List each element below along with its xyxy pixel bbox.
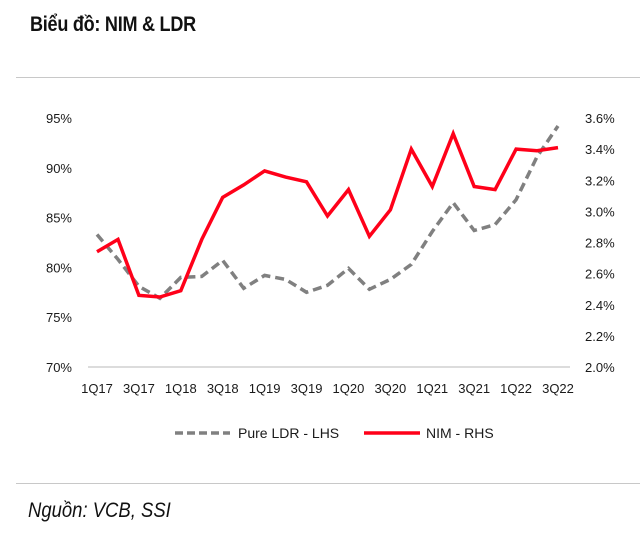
right-tick-label: 2.2% [585,329,615,344]
right-tick-label: 2.6% [585,267,615,282]
x-tick-label: 1Q17 [81,381,113,396]
right-tick-label: 2.8% [585,236,615,251]
x-tick-label: 3Q18 [207,381,239,396]
right-tick-label: 3.0% [585,204,615,219]
source-note: Nguồn: VCB, SSI [28,499,171,522]
x-tick-label: 3Q21 [458,381,490,396]
right-tick-label: 3.6% [585,111,615,126]
x-tick-label: 3Q22 [542,381,574,396]
x-tick-label: 3Q20 [374,381,406,396]
left-tick-label: 80% [46,260,72,275]
left-axis: 70% 75% 80% 85% 90% 95% [46,111,72,375]
right-tick-label: 3.4% [585,142,615,157]
ldr-series-line [95,125,560,301]
nim-ldr-chart: 70% 75% 80% 85% 90% 95% 2.0% 2.2% 2.4% 2.6% 2.8% 3… [46,111,615,441]
x-tick-label: 3Q17 [123,381,155,396]
left-tick-label: 85% [46,211,72,226]
nim-series-line [96,128,559,299]
x-tick-label: 3Q19 [291,381,323,396]
right-tick-label: 2.4% [585,298,615,313]
left-tick-label: 95% [46,111,72,126]
legend-nim-label: NIM - RHS [426,425,494,441]
right-axis: 2.0% 2.2% 2.4% 2.6% 2.8% 3.0% 3.2% 3.4% 3.6% [585,111,615,375]
x-axis: 1Q17 3Q17 1Q18 3Q18 1Q19 3Q19 1Q20 3Q20 1Q21 3Q21… [81,381,574,396]
chart-title: Biểu đồ: NIM & LDR [30,13,196,36]
right-tick-label: 3.2% [585,173,615,188]
left-tick-label: 75% [46,310,72,325]
legend: Pure LDR - LHS NIM - RHS [175,425,494,441]
x-tick-label: 1Q22 [500,381,532,396]
left-tick-label: 90% [46,161,72,176]
x-tick-label: 1Q21 [416,381,448,396]
top-divider [16,77,640,78]
x-tick-label: 1Q19 [249,381,281,396]
legend-ldr-label: Pure LDR - LHS [238,425,339,441]
bottom-divider [16,483,640,484]
right-tick-label: 2.0% [585,360,615,375]
left-tick-label: 70% [46,360,72,375]
x-tick-label: 1Q20 [333,381,365,396]
x-tick-label: 1Q18 [165,381,197,396]
series-layer [95,125,560,301]
